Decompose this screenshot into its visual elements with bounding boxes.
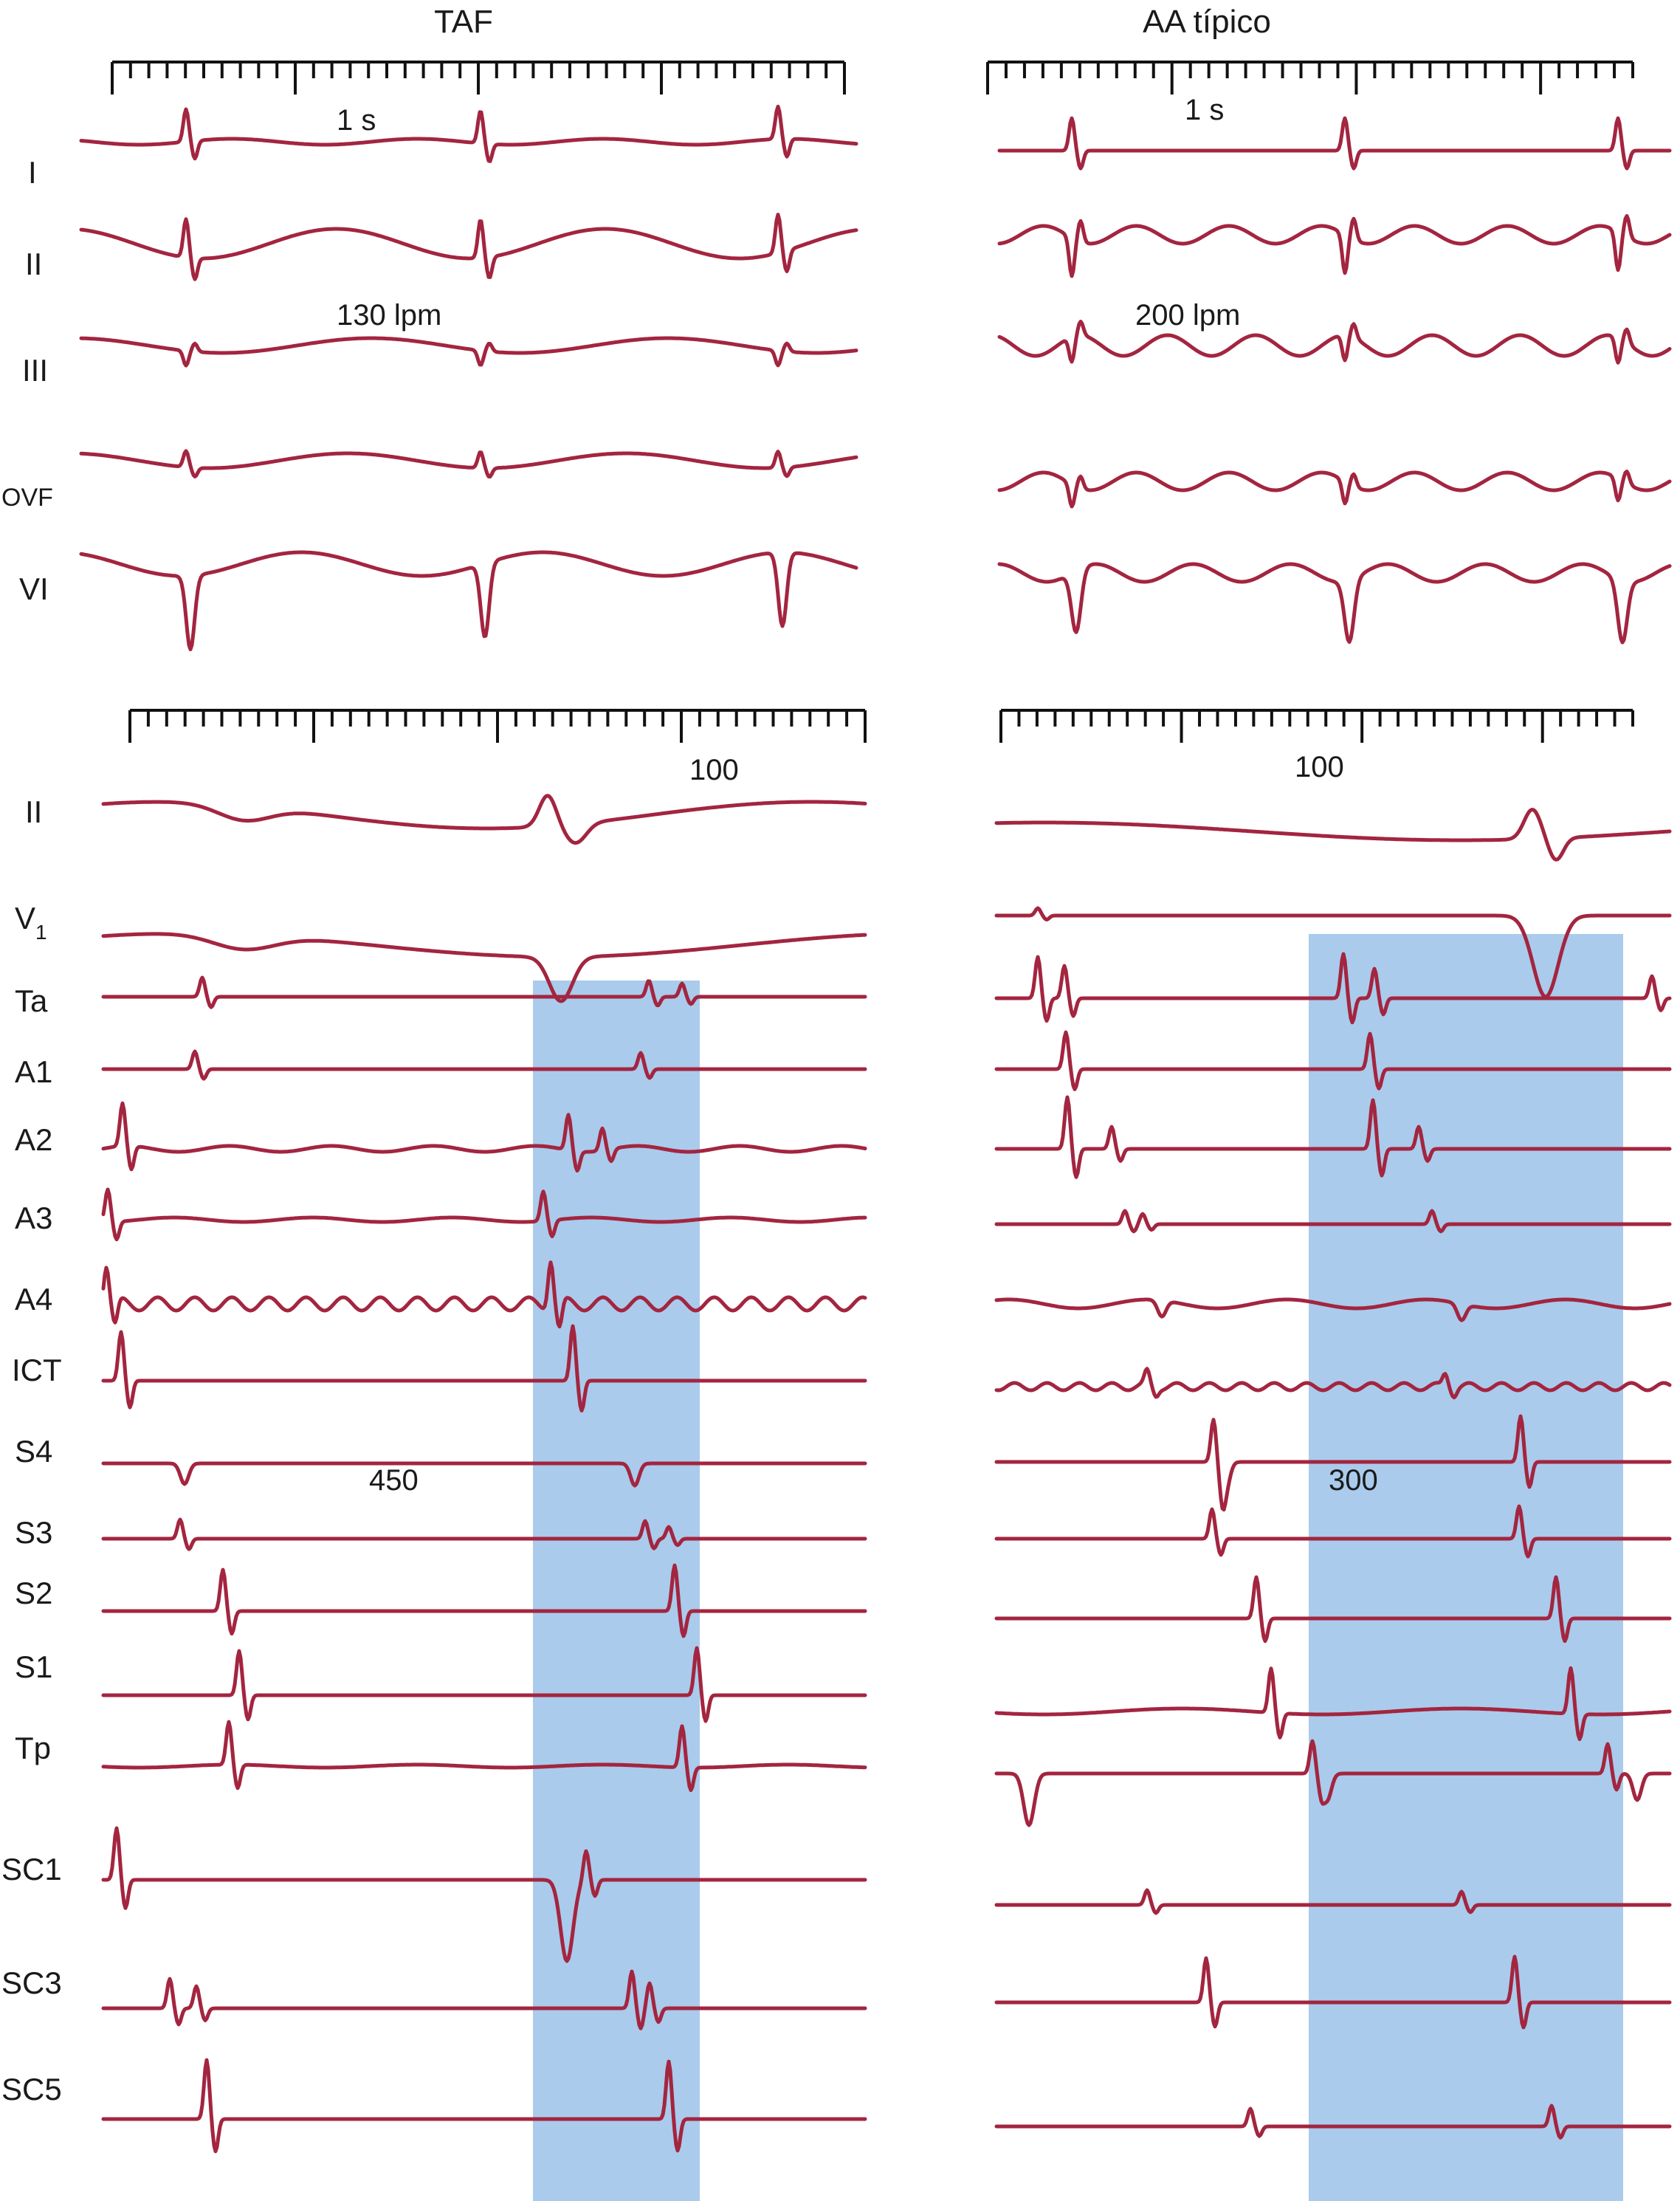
lead-label-II-lower: II xyxy=(25,794,42,829)
trace-TAF-ICT xyxy=(101,1324,867,1412)
right-panel-title: AA típico xyxy=(1143,4,1271,40)
lead-label-SC1: SC1 xyxy=(1,1852,62,1886)
lead-label-OVF: OVF xyxy=(1,484,53,512)
trace-AA-A1 xyxy=(994,1030,1672,1091)
trace-TAF-SC3 xyxy=(101,1969,867,2030)
trace-AA-Tp xyxy=(994,1739,1672,1827)
time-ruler-bottom-left xyxy=(128,709,867,743)
trace-TAF-SC1 xyxy=(101,1826,867,1963)
lead-label-V1-main: V xyxy=(15,901,35,935)
lead-label-SC3: SC3 xyxy=(1,1965,62,2000)
trace-AA-I xyxy=(997,116,1672,171)
trace-TAF-I xyxy=(79,104,858,163)
trace-AA-SC5 xyxy=(994,2104,1672,2140)
lead-label-Ta: Ta xyxy=(15,983,48,1018)
lead-label-A2: A2 xyxy=(15,1122,52,1157)
trace-TAF-A3 xyxy=(101,1187,867,1242)
lead-label-Tp: Tp xyxy=(15,1731,51,1765)
trace-AA-V1 xyxy=(997,562,1672,645)
trace-AA-SC3 xyxy=(994,1954,1672,2030)
trace-AA-S1 xyxy=(994,1666,1672,1741)
ecg-traces xyxy=(79,104,1672,2154)
trace-TAF-II xyxy=(79,213,858,281)
trace-TAF-S4 xyxy=(101,1461,867,1488)
trace-AA-A3 xyxy=(994,1209,1672,1234)
trace-AA-S3 xyxy=(994,1504,1672,1559)
lead-label-A3: A3 xyxy=(15,1201,52,1235)
lead-label-III: III xyxy=(22,353,48,388)
lead-label-SC5: SC5 xyxy=(1,2072,62,2106)
time-ruler-top-right xyxy=(986,61,1634,95)
lead-label-A1: A1 xyxy=(15,1054,52,1089)
lead-label-S2: S2 xyxy=(15,1576,52,1610)
trace-TAF-V1-lower xyxy=(101,932,867,1003)
highlight-band-right xyxy=(1309,934,1623,2201)
trace-AA-V1-lower xyxy=(994,906,1672,999)
trace-AA-S2 xyxy=(994,1575,1672,1644)
lead-label-S4: S4 xyxy=(15,1434,52,1469)
trace-AA-ICT xyxy=(994,1367,1672,1400)
trace-TAF-A4 xyxy=(101,1260,867,1329)
trace-AA-S4 xyxy=(994,1414,1672,1512)
trace-AA-A4 xyxy=(994,1297,1672,1322)
lead-label-S3: S3 xyxy=(15,1515,52,1550)
time-ruler-top-left xyxy=(111,61,846,95)
trace-AA-A2 xyxy=(994,1095,1672,1179)
trace-AA-aVF xyxy=(997,470,1672,509)
trace-AA-II-lower xyxy=(994,808,1672,862)
right-rate-label: 200 lpm xyxy=(1135,299,1240,332)
left-scale-label: 1 s xyxy=(337,104,376,137)
trace-TAF-A2 xyxy=(101,1101,867,1173)
left-interval-bottom: 450 xyxy=(369,1464,419,1497)
lead-label-V1: V1 xyxy=(15,901,47,944)
lead-label-VI: VI xyxy=(19,571,49,606)
lead-label-S1: S1 xyxy=(15,1649,52,1684)
trace-TAF-Tp xyxy=(101,1720,867,1793)
trace-TAF-III xyxy=(79,336,858,368)
lead-label-ICT: ICT xyxy=(12,1353,62,1387)
trace-TAF-II-lower xyxy=(101,794,867,845)
trace-TAF-aVF xyxy=(79,449,858,479)
left-rate-label: 130 lpm xyxy=(337,299,441,332)
right-interval-bottom: 300 xyxy=(1329,1464,1378,1497)
trace-TAF-SC5 xyxy=(101,2058,867,2154)
trace-AA-Ta xyxy=(994,952,1672,1025)
time-ruler-bottom-right xyxy=(999,709,1634,743)
trace-AA-SC1 xyxy=(994,1888,1672,1915)
left-interval-top: 100 xyxy=(689,754,739,786)
trace-TAF-A1 xyxy=(101,1049,867,1081)
highlight-band-left xyxy=(533,981,700,2201)
trace-AA-III xyxy=(997,320,1672,365)
trace-AA-II xyxy=(997,214,1672,278)
right-scale-label: 1 s xyxy=(1185,94,1224,126)
lead-label-V1-subscript: 1 xyxy=(35,921,47,944)
trace-TAF-S2 xyxy=(101,1563,867,1638)
right-interval-top: 100 xyxy=(1295,751,1344,783)
trace-TAF-S1 xyxy=(101,1646,867,1723)
trace-TAF-Ta xyxy=(101,975,867,1009)
trace-TAF-S3 xyxy=(101,1517,867,1551)
lead-label-A4: A4 xyxy=(15,1282,52,1316)
lead-label-I: I xyxy=(28,155,37,190)
left-panel-title: TAF xyxy=(434,4,493,40)
trace-TAF-V1 xyxy=(79,550,858,651)
lead-label-II: II xyxy=(25,247,42,281)
